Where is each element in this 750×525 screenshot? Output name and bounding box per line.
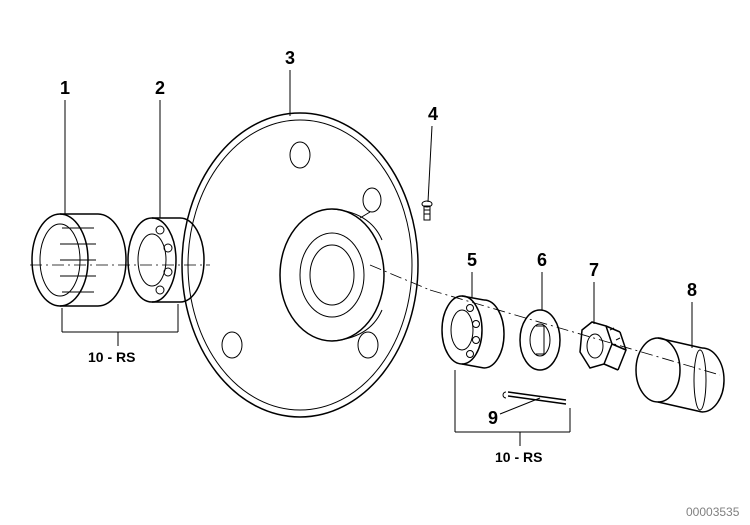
part-1-spacer	[32, 214, 126, 306]
part-9-cotter-pin	[503, 392, 566, 404]
callout-4: 4	[428, 104, 438, 124]
part-3-hub	[182, 113, 418, 417]
callout-7: 7	[589, 260, 599, 280]
part-6-washer	[520, 310, 560, 370]
repair-set-right: 10 - RS	[455, 370, 570, 465]
part-5-bearing	[442, 296, 504, 368]
drawing-number: 00003535	[686, 505, 740, 519]
callout-6: 6	[537, 250, 547, 270]
part-4-fitting	[422, 201, 432, 220]
part-8-cap	[636, 338, 724, 412]
part-7-nut	[580, 322, 626, 370]
part-2-bearing	[128, 218, 204, 302]
callout-8: 8	[687, 280, 697, 300]
rs-right-label: 10 - RS	[495, 449, 542, 465]
callout-5: 5	[467, 250, 477, 270]
rs-left-label: 10 - RS	[88, 349, 135, 365]
center-axis-2	[370, 265, 430, 290]
callout-2: 2	[155, 78, 165, 98]
callout-3: 3	[285, 48, 295, 68]
callouts: 1 2 3 4 5 6 7 8 9	[60, 48, 697, 428]
callout-9: 9	[488, 408, 498, 428]
repair-set-left: 10 - RS	[62, 304, 178, 365]
exploded-diagram: 1 2 3 4 5 6 7 8 9 10 - RS	[0, 0, 750, 525]
callout-1: 1	[60, 78, 70, 98]
